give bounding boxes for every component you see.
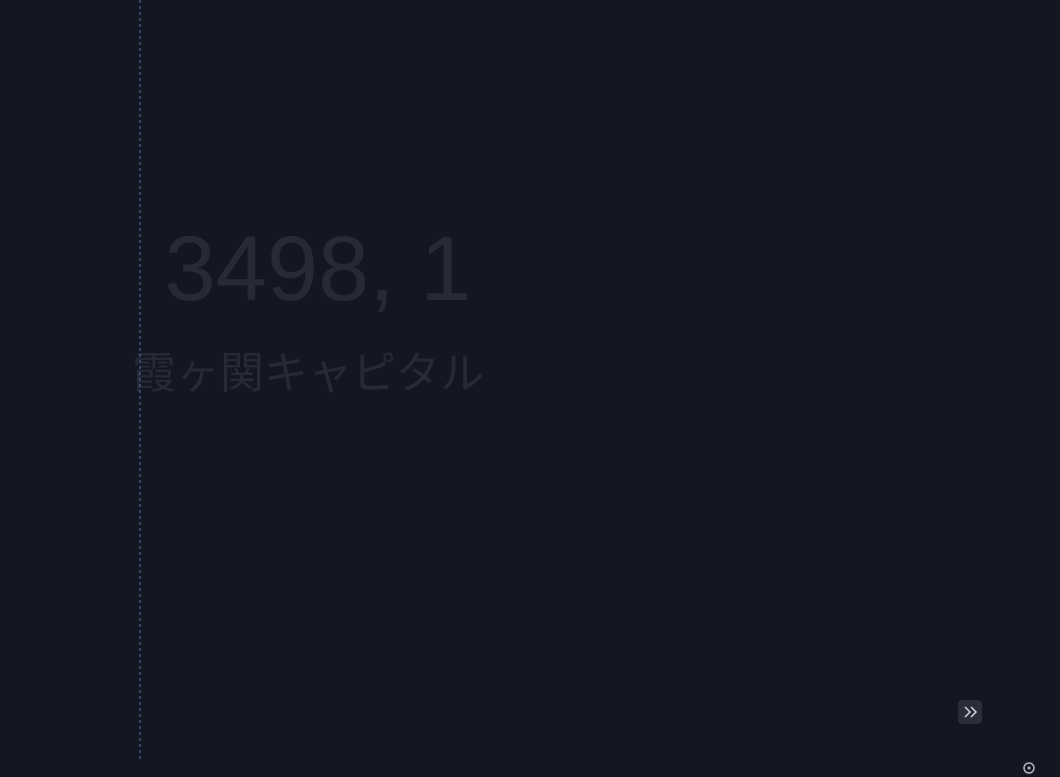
scroll-icon[interactable]	[964, 706, 978, 718]
settings-button[interactable]	[1023, 762, 1035, 774]
watermark-name: 霞ヶ関キャピタル	[132, 349, 484, 398]
watermark: 3498, 1 霞ヶ関キャピタル	[132, 218, 484, 398]
scroll-button[interactable]	[958, 700, 982, 724]
watermark-symbol: 3498, 1	[165, 218, 472, 320]
settings-icon-dot[interactable]	[1027, 766, 1031, 770]
settings-icon[interactable]	[1023, 762, 1035, 774]
